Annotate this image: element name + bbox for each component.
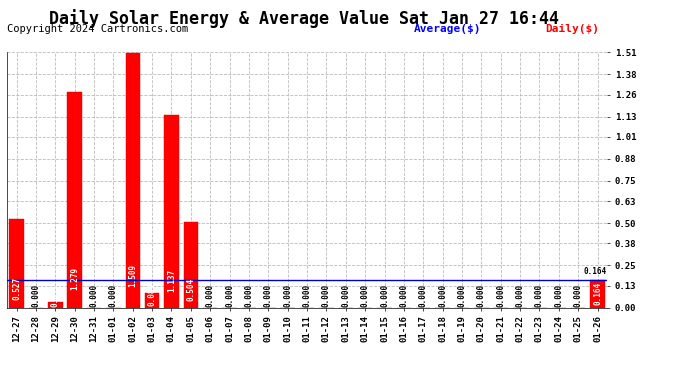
Bar	[48, 302, 63, 307]
Text: 1.137: 1.137	[167, 269, 176, 292]
Text: 1.509: 1.509	[128, 264, 137, 287]
Bar	[145, 293, 159, 308]
Text: 0.164: 0.164	[593, 282, 602, 305]
Text: 0.000: 0.000	[109, 284, 118, 307]
Text: 0.504: 0.504	[186, 278, 195, 301]
Text: 0.000: 0.000	[90, 284, 99, 307]
Bar	[590, 280, 604, 308]
Text: 0.000: 0.000	[322, 284, 331, 307]
Bar	[184, 222, 198, 308]
Text: 1.279: 1.279	[70, 267, 79, 290]
Text: 0.000: 0.000	[400, 284, 408, 307]
Text: 0.000: 0.000	[457, 284, 466, 307]
Text: 0.000: 0.000	[361, 284, 370, 307]
Text: 0.000: 0.000	[554, 284, 563, 307]
Text: 0.031: 0.031	[51, 284, 60, 307]
Text: 0.000: 0.000	[206, 284, 215, 307]
Bar	[10, 219, 24, 308]
Text: 0.000: 0.000	[496, 284, 505, 307]
Text: 0.000: 0.000	[573, 284, 582, 307]
Text: 0.527: 0.527	[12, 277, 21, 300]
Text: 0.000: 0.000	[515, 284, 524, 307]
Text: 0.000: 0.000	[32, 284, 41, 307]
Text: 0.000: 0.000	[244, 284, 253, 307]
Text: Average($): Average($)	[414, 24, 482, 34]
Text: 0.000: 0.000	[535, 284, 544, 307]
Text: 0.000: 0.000	[419, 284, 428, 307]
Bar	[126, 53, 140, 308]
Bar	[68, 92, 82, 308]
Bar	[164, 116, 179, 308]
Text: 0.000: 0.000	[302, 284, 312, 307]
Text: Daily Solar Energy & Average Value Sat Jan 27 16:44: Daily Solar Energy & Average Value Sat J…	[48, 9, 559, 28]
Text: 0.000: 0.000	[438, 284, 447, 307]
Text: 0.000: 0.000	[283, 284, 292, 307]
Text: 0.164: 0.164	[583, 267, 607, 276]
Text: 0.000: 0.000	[477, 284, 486, 307]
Text: 0.000: 0.000	[264, 284, 273, 307]
Text: Daily($): Daily($)	[545, 24, 599, 34]
Text: 0.084: 0.084	[148, 283, 157, 306]
Text: 0.000: 0.000	[225, 284, 234, 307]
Text: Copyright 2024 Cartronics.com: Copyright 2024 Cartronics.com	[7, 24, 188, 34]
Text: 0.000: 0.000	[342, 284, 351, 307]
Text: 0.000: 0.000	[380, 284, 389, 307]
